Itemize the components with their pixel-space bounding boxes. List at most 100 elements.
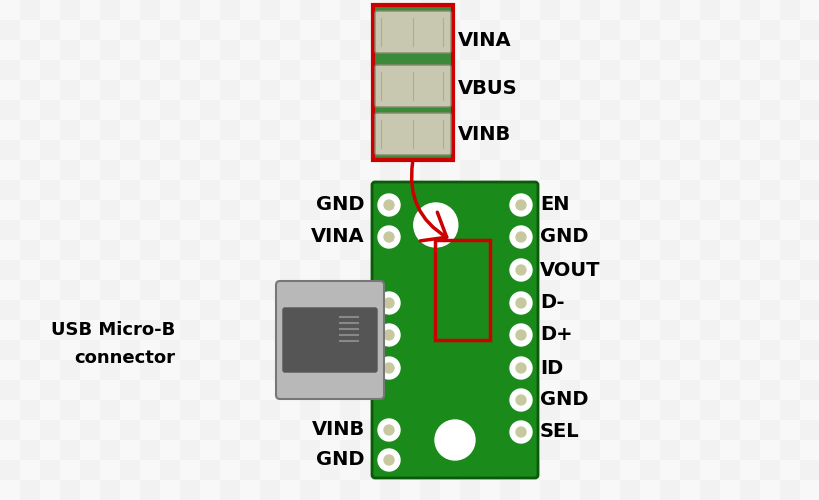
Bar — [739, 40, 759, 60]
Bar — [40, 300, 60, 320]
Bar — [479, 360, 500, 380]
Circle shape — [509, 389, 532, 411]
Bar — [600, 240, 619, 260]
Text: GND: GND — [316, 196, 364, 214]
Bar — [100, 440, 120, 460]
Bar — [719, 140, 739, 160]
Bar — [559, 220, 579, 240]
Bar — [140, 340, 160, 360]
Bar — [739, 260, 759, 280]
Bar — [80, 440, 100, 460]
Bar — [200, 300, 219, 320]
Bar — [100, 380, 120, 400]
Bar — [699, 460, 719, 480]
Bar — [619, 460, 639, 480]
Circle shape — [515, 200, 525, 210]
Bar — [300, 0, 319, 20]
Bar — [279, 180, 300, 200]
Bar — [479, 240, 500, 260]
Bar — [400, 180, 419, 200]
Bar — [379, 100, 400, 120]
Bar — [600, 0, 619, 20]
Bar — [180, 320, 200, 340]
Circle shape — [509, 194, 532, 216]
Bar — [759, 180, 779, 200]
Bar — [799, 340, 819, 360]
Bar — [479, 480, 500, 500]
Bar — [739, 200, 759, 220]
Bar — [500, 120, 519, 140]
Bar — [434, 240, 490, 340]
Bar — [519, 100, 540, 120]
Bar — [340, 460, 360, 480]
Bar — [479, 200, 500, 220]
Bar — [540, 460, 559, 480]
Bar — [379, 40, 400, 60]
Bar — [440, 100, 459, 120]
Bar — [479, 380, 500, 400]
Bar — [180, 400, 200, 420]
Bar — [300, 240, 319, 260]
Bar — [799, 100, 819, 120]
Bar — [360, 400, 379, 420]
Bar — [400, 300, 419, 320]
Bar — [719, 240, 739, 260]
Bar — [340, 440, 360, 460]
Bar — [279, 160, 300, 180]
Bar — [219, 140, 240, 160]
Bar — [20, 100, 40, 120]
Bar — [200, 240, 219, 260]
Bar — [719, 220, 739, 240]
Bar — [799, 240, 819, 260]
FancyBboxPatch shape — [374, 113, 450, 155]
Bar — [340, 140, 360, 160]
Bar — [559, 320, 579, 340]
Bar — [279, 400, 300, 420]
Bar — [479, 160, 500, 180]
Bar — [219, 460, 240, 480]
Bar — [500, 220, 519, 240]
Bar — [180, 340, 200, 360]
Bar — [459, 200, 479, 220]
Bar — [759, 300, 779, 320]
Bar — [459, 140, 479, 160]
Bar — [779, 340, 799, 360]
FancyBboxPatch shape — [372, 182, 537, 478]
Circle shape — [383, 425, 393, 435]
Bar — [419, 280, 440, 300]
Bar — [0, 220, 20, 240]
Bar — [379, 280, 400, 300]
Bar — [100, 0, 120, 20]
Bar — [619, 480, 639, 500]
Bar — [260, 420, 279, 440]
Bar — [500, 80, 519, 100]
Bar — [379, 60, 400, 80]
Bar — [180, 240, 200, 260]
Bar — [379, 0, 400, 20]
Bar — [279, 40, 300, 60]
Bar — [80, 60, 100, 80]
Bar — [279, 120, 300, 140]
Bar — [160, 80, 180, 100]
Bar — [180, 460, 200, 480]
Bar — [400, 260, 419, 280]
Bar — [40, 260, 60, 280]
Bar — [759, 380, 779, 400]
Bar — [200, 0, 219, 20]
Bar — [80, 120, 100, 140]
Bar — [20, 480, 40, 500]
Bar — [100, 40, 120, 60]
Bar — [739, 440, 759, 460]
Bar — [140, 480, 160, 500]
Bar — [540, 400, 559, 420]
Bar — [160, 240, 180, 260]
Bar — [500, 400, 519, 420]
Bar — [379, 80, 400, 100]
Text: VINA: VINA — [311, 228, 364, 246]
Bar — [579, 260, 600, 280]
Bar — [100, 400, 120, 420]
Bar — [440, 160, 459, 180]
Bar — [440, 280, 459, 300]
Bar — [260, 180, 279, 200]
Bar — [200, 280, 219, 300]
